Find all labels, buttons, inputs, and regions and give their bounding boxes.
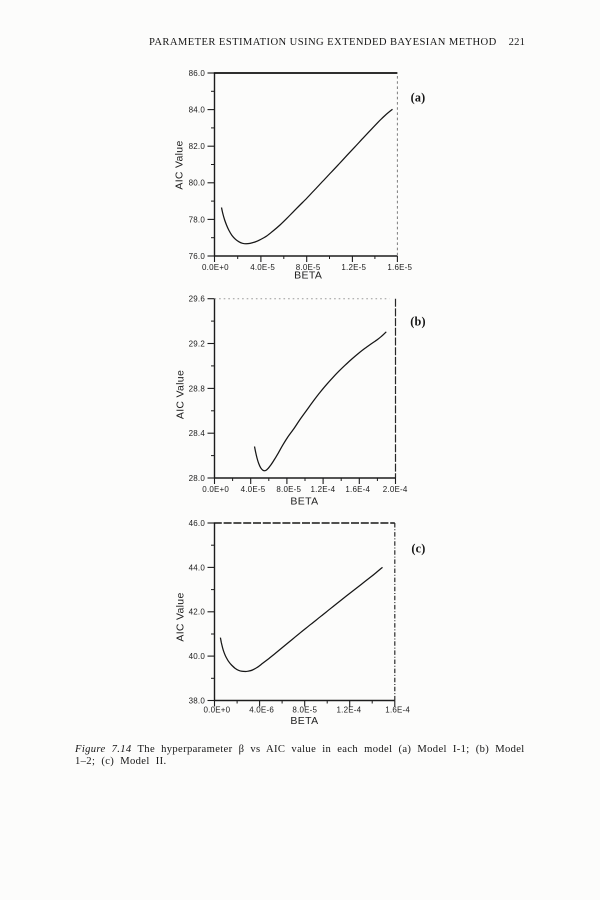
svg-text:0.0E+0: 0.0E+0 bbox=[204, 706, 231, 715]
svg-text:82.0: 82.0 bbox=[189, 142, 206, 151]
svg-text:(b): (b) bbox=[410, 315, 426, 329]
svg-text:1.6E-5: 1.6E-5 bbox=[387, 263, 412, 272]
svg-text:(a): (a) bbox=[411, 91, 426, 105]
svg-text:76.0: 76.0 bbox=[189, 252, 206, 261]
svg-text:2.0E-4: 2.0E-4 bbox=[383, 485, 408, 494]
svg-text:38.0: 38.0 bbox=[189, 696, 206, 705]
svg-text:28.8: 28.8 bbox=[189, 384, 206, 393]
svg-text:0.0E+0: 0.0E+0 bbox=[202, 263, 229, 272]
svg-text:86.0: 86.0 bbox=[189, 69, 206, 78]
svg-text:AIC Value: AIC Value bbox=[175, 370, 187, 419]
svg-text:1.2E-4: 1.2E-4 bbox=[311, 485, 336, 494]
svg-text:78.0: 78.0 bbox=[189, 215, 206, 224]
svg-text:46.0: 46.0 bbox=[189, 519, 206, 528]
svg-text:8.0E-5: 8.0E-5 bbox=[276, 485, 301, 494]
svg-text:4.0E-5: 4.0E-5 bbox=[241, 485, 266, 494]
svg-text:4.0E-5: 4.0E-5 bbox=[250, 263, 275, 272]
svg-text:42.0: 42.0 bbox=[189, 608, 206, 617]
svg-text:1.6E-4: 1.6E-4 bbox=[385, 706, 410, 715]
svg-text:BETA: BETA bbox=[290, 496, 318, 508]
svg-text:BETA: BETA bbox=[290, 715, 318, 727]
svg-text:1.2E-4: 1.2E-4 bbox=[337, 706, 362, 715]
svg-text:80.0: 80.0 bbox=[189, 179, 206, 188]
svg-text:(c): (c) bbox=[411, 542, 425, 556]
svg-text:40.0: 40.0 bbox=[189, 652, 206, 661]
svg-text:84.0: 84.0 bbox=[189, 106, 206, 115]
svg-text:AIC Value: AIC Value bbox=[174, 140, 186, 189]
svg-text:29.2: 29.2 bbox=[189, 339, 206, 348]
svg-text:29.6: 29.6 bbox=[189, 295, 206, 304]
svg-text:1.6E-4: 1.6E-4 bbox=[345, 485, 370, 494]
svg-text:28.0: 28.0 bbox=[189, 474, 206, 483]
svg-text:28.4: 28.4 bbox=[189, 429, 206, 438]
svg-text:AIC Value: AIC Value bbox=[175, 592, 187, 641]
svg-text:44.0: 44.0 bbox=[189, 563, 206, 572]
svg-text:4.0E-6: 4.0E-6 bbox=[249, 706, 274, 715]
svg-text:1.2E-5: 1.2E-5 bbox=[341, 263, 366, 272]
svg-text:8.0E-5: 8.0E-5 bbox=[292, 706, 317, 715]
svg-text:BETA: BETA bbox=[294, 270, 322, 282]
svg-text:8.0E-5: 8.0E-5 bbox=[296, 263, 321, 272]
svg-text:0.0E+0: 0.0E+0 bbox=[202, 485, 229, 494]
